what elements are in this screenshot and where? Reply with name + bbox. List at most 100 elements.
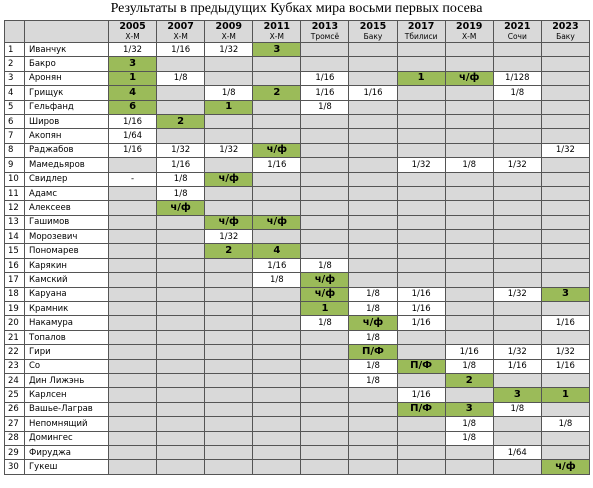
empty-cell [156, 229, 206, 245]
empty-cell [252, 358, 302, 374]
result-cell: 1/32 [540, 344, 591, 360]
result-cell: 1 [300, 301, 350, 317]
result-cell: ч/ф [204, 214, 254, 231]
empty-cell [444, 459, 494, 475]
empty-cell [348, 229, 398, 245]
row-number: 14 [4, 229, 25, 245]
empty-cell [107, 329, 158, 346]
empty-cell [300, 200, 350, 216]
empty-cell [348, 56, 398, 72]
empty-cell [492, 243, 542, 259]
empty-cell [492, 416, 542, 432]
row: 24 Дин Лижэнь 1/8 2 [4, 372, 591, 389]
result-cell: 1/16 [396, 387, 446, 403]
row-number: 20 [4, 315, 25, 331]
empty-cell [396, 185, 446, 202]
result-cell: 4 [252, 243, 302, 259]
year: 2011 [263, 21, 291, 33]
empty-cell [107, 358, 158, 374]
empty-cell [348, 444, 398, 461]
empty-cell [107, 372, 158, 389]
player-name: Карякин [24, 257, 109, 274]
player-name: Раджабов [24, 142, 109, 159]
row: 6 Широв 1/16 2 [4, 113, 591, 130]
player-name: Свидлер [24, 171, 109, 187]
empty-cell [204, 416, 254, 432]
empty-cell [156, 272, 206, 288]
empty-cell [156, 243, 206, 259]
row: 23 Со 1/8 П/Ф 1/8 1/16 1/16 [4, 358, 591, 374]
empty-cell [444, 229, 494, 245]
result-cell: П/Ф [396, 358, 446, 374]
result-cell: 1/16 [444, 344, 494, 360]
venue: Баку [363, 32, 383, 41]
empty-cell [444, 99, 494, 115]
player-name: Мамедьяров [24, 157, 109, 173]
empty-cell [300, 128, 350, 144]
empty-cell [252, 372, 302, 389]
empty-cell [252, 185, 302, 202]
result-cell: 1/32 [396, 157, 446, 173]
year: 2021 [504, 21, 531, 33]
player-name: Бакро [24, 56, 109, 72]
results-table: 2005 Х-М 2007 Х-М 2009 Х-М 2011 Х-М 2013 Тромсё 20… [4, 20, 591, 475]
empty-cell [540, 372, 591, 389]
empty-cell [396, 459, 446, 475]
result-cell: 3 [444, 401, 494, 418]
empty-cell [348, 401, 398, 418]
empty-cell [396, 85, 446, 101]
row: 27 Непомнящий 1/8 1/8 [4, 416, 591, 432]
empty-cell [348, 214, 398, 231]
player-name: Гельфанд [24, 99, 109, 115]
empty-cell [348, 157, 398, 173]
result-cell: 2 [252, 85, 302, 101]
empty-cell [540, 157, 591, 173]
empty-cell [156, 444, 206, 461]
empty-cell [204, 286, 254, 303]
result-cell: 1/8 [444, 358, 494, 374]
empty-cell [252, 416, 302, 432]
empty-cell [444, 214, 494, 231]
row-number: 12 [4, 200, 25, 216]
player-name: Гукеш [24, 459, 109, 475]
row: 9 Мамедьяров 1/16 1/16 1/32 1/8 1/32 [4, 157, 591, 173]
empty-cell [156, 286, 206, 303]
empty-cell [396, 99, 446, 115]
player-name: Дин Лижэнь [24, 372, 109, 389]
result-cell: 2 [156, 113, 206, 130]
result-cell: ч/ф [204, 171, 254, 187]
row-number: 2 [4, 56, 25, 72]
empty-cell [348, 185, 398, 202]
player-name: Карлсен [24, 387, 109, 403]
empty-cell [204, 185, 254, 202]
empty-cell [300, 401, 350, 418]
empty-cell [492, 200, 542, 216]
result-cell: 6 [107, 99, 158, 115]
empty-header [4, 20, 25, 43]
venue: Тромсё [310, 32, 340, 41]
empty-cell [396, 344, 446, 360]
row-number: 26 [4, 401, 25, 418]
player-name: Топалов [24, 329, 109, 346]
player-name: Адамс [24, 185, 109, 202]
empty-cell [540, 430, 591, 446]
year: 2017 [407, 21, 435, 33]
player-name: Фируджа [24, 444, 109, 461]
result-cell: 1/8 [300, 99, 350, 115]
empty-cell [396, 372, 446, 389]
empty-cell [252, 344, 302, 360]
empty-cell [540, 401, 591, 418]
empty-cell [156, 128, 206, 144]
result-cell: 1/8 [444, 416, 494, 432]
empty-cell [396, 444, 446, 461]
empty-cell [444, 171, 494, 187]
result-cell: 1/16 [348, 85, 398, 101]
empty-cell [300, 41, 350, 58]
empty-cell [300, 444, 350, 461]
empty-cell [204, 113, 254, 130]
empty-cell [348, 257, 398, 274]
venue: Баку [556, 32, 575, 41]
empty-cell [348, 70, 398, 87]
result-cell: 1/64 [492, 444, 542, 461]
empty-cell [396, 113, 446, 130]
